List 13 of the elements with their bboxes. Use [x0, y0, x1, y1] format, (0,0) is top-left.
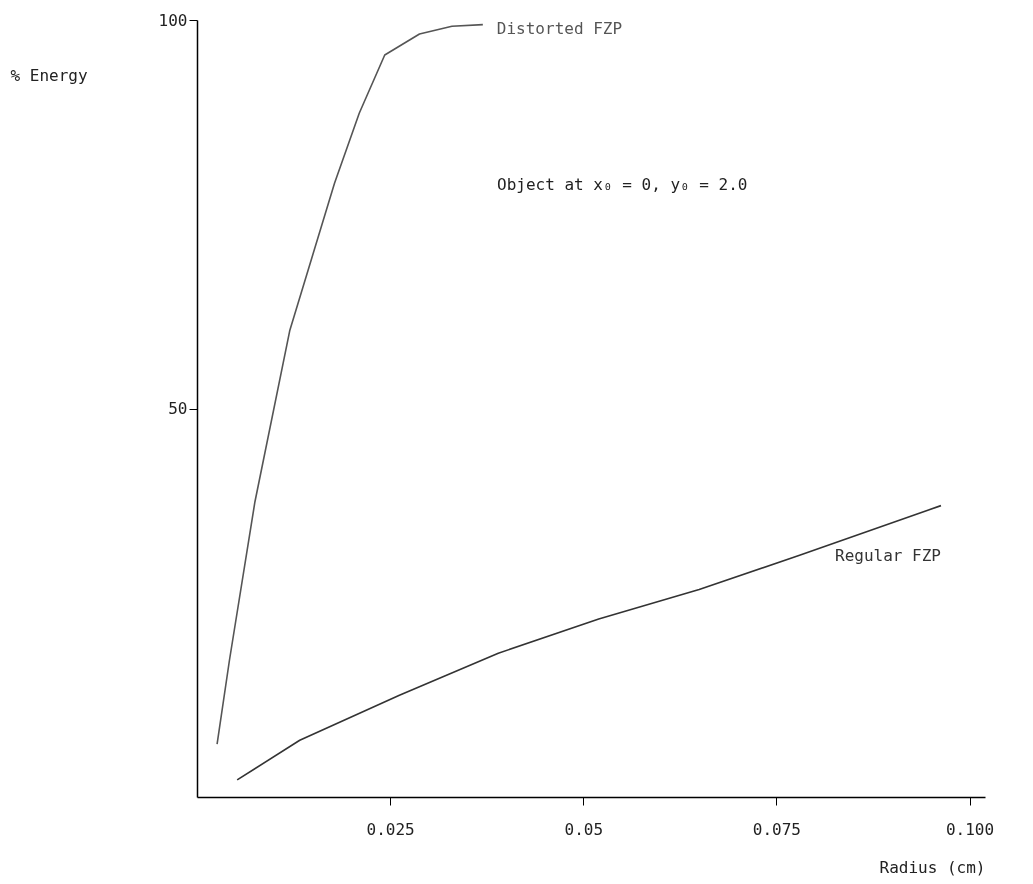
x-tick-label: 0.100 [945, 819, 995, 839]
line-series [236, 504, 942, 781]
x-tick-label: 0.075 [752, 819, 801, 839]
y-tick-label: 50 [168, 399, 188, 418]
line-series [216, 23, 484, 745]
y-axis-title: % Energy [10, 65, 88, 85]
x-tick-label: 0.025 [366, 819, 415, 839]
y-tick-label: 100 [158, 10, 188, 30]
x-tick-label: 0.05 [564, 819, 604, 839]
annotation: Object at x₀ = 0, y₀ = 2.0 [497, 175, 748, 194]
series-label: Regular FZP [835, 545, 941, 565]
series-label: Distorted FZP [496, 18, 623, 38]
x-axis-title: Radius (cm) [879, 857, 986, 877]
